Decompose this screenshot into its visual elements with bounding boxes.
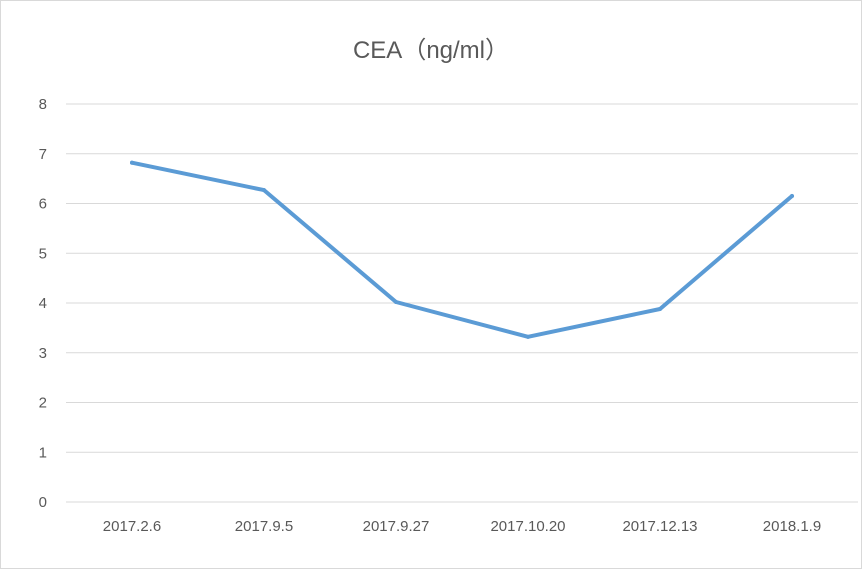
y-tick-label: 0 [39,494,47,511]
y-tick-label: 8 [39,96,47,113]
data-point [526,334,530,339]
y-tick-label: 7 [39,146,47,163]
x-tick-label: 2017.2.6 [103,518,161,535]
y-tick-label: 2 [39,395,47,412]
data-point [130,160,134,165]
x-tick-label: 2017.10.20 [490,518,565,535]
data-point [262,188,266,193]
data-point [790,194,794,199]
y-tick-label: 1 [39,444,47,461]
chart-title: CEA（ng/ml） [352,37,510,64]
y-tick-label: 3 [39,345,47,362]
x-tick-label: 2017.9.5 [235,518,293,535]
x-tick-label: 2018.1.9 [763,518,821,535]
x-tick-label: 2017.12.13 [622,518,697,535]
y-tick-label: 4 [39,295,47,312]
series-line-cea [130,160,794,339]
data-point [394,300,398,305]
x-axis-ticks: 2017.2.6 2017.9.5 2017.9.27 2017.10.20 2017.… [103,518,821,535]
gridlines [66,103,858,503]
y-axis-ticks: 0 1 2 3 4 5 6 7 8 [39,96,47,511]
y-tick-label: 5 [39,245,47,262]
series-layer [130,160,794,339]
y-tick-label: 6 [39,196,47,213]
data-point [658,306,662,311]
x-tick-label: 2017.9.27 [363,518,430,535]
